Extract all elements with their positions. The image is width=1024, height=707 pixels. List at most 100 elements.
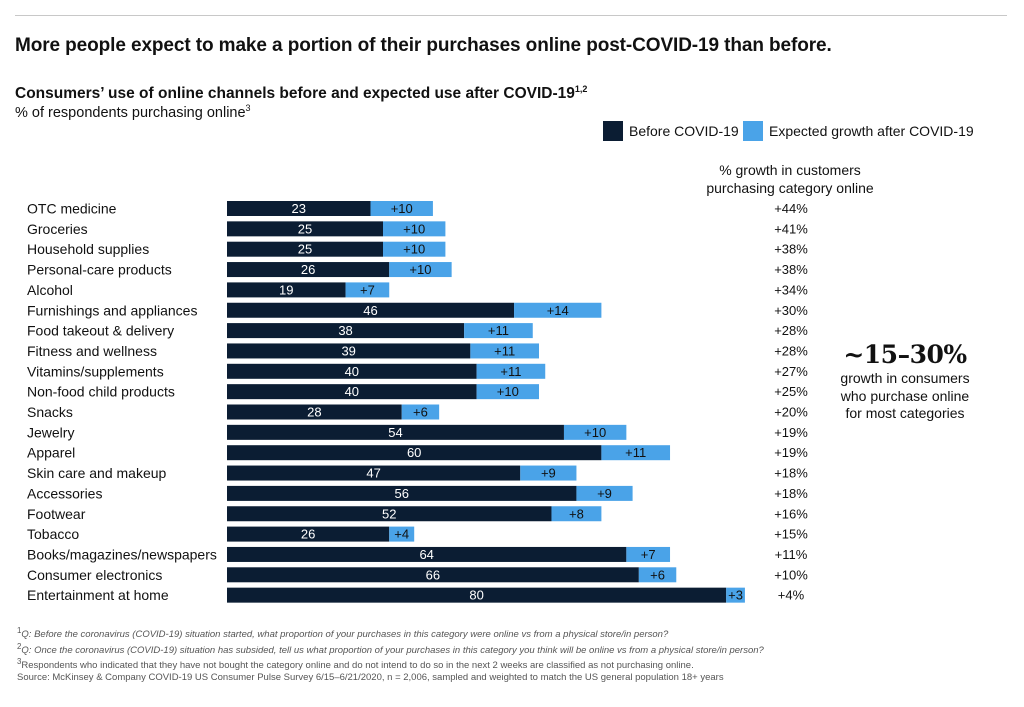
bar-before-alcohol bbox=[227, 282, 346, 298]
value-label-after-groceries: +10 bbox=[403, 221, 425, 236]
growth-label-vitamins-supplements: +27% bbox=[774, 364, 808, 379]
headline: More people expect to make a portion of … bbox=[15, 35, 832, 56]
category-label-non-food-child-products: Non-food child products bbox=[27, 384, 175, 400]
bar-before-fitness-and-wellness bbox=[227, 343, 471, 359]
footnote-1-text: Q: Before the coronavirus (COVID-19) sit… bbox=[21, 629, 669, 641]
category-label-accessories: Accessories bbox=[27, 485, 102, 501]
footnote-3: 3Respondents who indicated that they hav… bbox=[17, 656, 764, 672]
value-label-before-personal-care-products: 26 bbox=[301, 262, 315, 277]
bar-before-snacks bbox=[227, 404, 402, 420]
value-label-before-alcohol: 19 bbox=[279, 282, 293, 297]
bar-after-furnishings-and-appliances bbox=[514, 302, 602, 318]
bar-after-snacks bbox=[401, 404, 440, 420]
growth-header-line-2: purchasing category online bbox=[706, 180, 874, 196]
value-label-before-skin-care-and-makeup: 47 bbox=[366, 466, 380, 481]
category-label-vitamins-supplements: Vitamins/supplements bbox=[27, 363, 164, 379]
value-label-before-food-takeout-delivery: 38 bbox=[338, 323, 352, 338]
category-label-snacks: Snacks bbox=[27, 404, 73, 420]
value-label-before-books-magazines-newspapers: 64 bbox=[419, 547, 433, 562]
growth-label-snacks: +20% bbox=[774, 405, 808, 420]
growth-label-skin-care-and-makeup: +18% bbox=[774, 466, 808, 481]
bar-after-apparel bbox=[601, 445, 671, 461]
category-label-otc-medicine: OTC medicine bbox=[27, 201, 117, 217]
value-label-after-jewelry: +10 bbox=[584, 425, 606, 440]
bar-before-household-supplies bbox=[227, 241, 383, 257]
stacked-bar-chart: OTC medicine 23 +10 +44% Groceries 25 +10 +41% H… bbox=[27, 201, 808, 604]
value-label-before-groceries: 25 bbox=[298, 221, 312, 236]
value-label-before-footwear: 52 bbox=[382, 506, 396, 521]
growth-column-header: % growth in customers purchasing categor… bbox=[690, 161, 890, 197]
footnote-2: 2Q: Once the coronavirus (COVID-19) situ… bbox=[17, 641, 764, 657]
legend-swatch-after bbox=[743, 121, 763, 141]
value-label-before-entertainment-at-home: 80 bbox=[469, 588, 483, 603]
value-label-after-non-food-child-products: +10 bbox=[497, 384, 519, 399]
chart-title-text: Consumers’ use of online channels before… bbox=[15, 85, 575, 103]
legend-label-before: Before COVID-19 bbox=[629, 123, 739, 139]
bar-before-books-magazines-newspapers bbox=[227, 546, 627, 562]
value-label-after-personal-care-products: +10 bbox=[409, 262, 431, 277]
category-label-alcohol: Alcohol bbox=[27, 282, 73, 298]
legend-item-after: Expected growth after COVID-19 bbox=[743, 121, 974, 141]
bar-before-tobacco bbox=[227, 526, 390, 542]
callout-line-2: who purchase online bbox=[840, 387, 970, 404]
value-label-after-consumer-electronics: +6 bbox=[650, 567, 665, 582]
value-label-after-skin-care-and-makeup: +9 bbox=[541, 466, 556, 481]
chart-subtitle-text: % of respondents purchasing online bbox=[15, 104, 246, 121]
footnote-3-marker: 3 bbox=[17, 657, 22, 667]
value-label-after-vitamins-supplements: +11 bbox=[500, 364, 521, 379]
bar-after-consumer-electronics bbox=[638, 567, 677, 583]
bar-after-otc-medicine bbox=[370, 201, 433, 216]
value-label-after-apparel: +11 bbox=[625, 445, 646, 460]
bar-before-apparel bbox=[227, 445, 602, 461]
value-label-after-household-supplies: +10 bbox=[403, 242, 425, 257]
value-label-before-tobacco: 26 bbox=[301, 527, 315, 542]
growth-label-personal-care-products: +38% bbox=[774, 262, 808, 277]
growth-label-household-supplies: +38% bbox=[774, 242, 808, 257]
value-label-before-vitamins-supplements: 40 bbox=[345, 364, 359, 379]
bar-after-personal-care-products bbox=[389, 262, 452, 278]
value-label-after-otc-medicine: +10 bbox=[391, 201, 413, 216]
bar-after-tobacco bbox=[389, 526, 415, 542]
bar-after-jewelry bbox=[563, 424, 627, 440]
footnote-1-marker: 1 bbox=[17, 626, 22, 635]
callout-line-3: for most categories bbox=[845, 405, 965, 421]
category-label-books-magazines-newspapers: Books/magazines/newspapers bbox=[27, 546, 217, 562]
category-label-jewelry: Jewelry bbox=[27, 424, 74, 440]
value-label-before-otc-medicine: 23 bbox=[292, 201, 306, 216]
footnote-3-text: Respondents who indicated that they have… bbox=[21, 660, 694, 672]
bar-before-furnishings-and-appliances bbox=[227, 302, 515, 318]
growth-label-apparel: +19% bbox=[774, 445, 808, 460]
chart-title: Consumers’ use of online channels before… bbox=[15, 84, 587, 103]
chart-subtitle: % of respondents purchasing online3 bbox=[15, 103, 251, 121]
value-label-after-furnishings-and-appliances: +14 bbox=[547, 303, 569, 318]
callout-line-1: growth in consumers bbox=[840, 370, 970, 386]
footnote-source: Source: McKinsey & Company COVID-19 US C… bbox=[17, 672, 764, 683]
category-label-tobacco: Tobacco bbox=[27, 526, 79, 542]
footnote-2-text: Q: Once the coronavirus (COVID-19) situa… bbox=[21, 644, 764, 656]
value-label-before-non-food-child-products: 40 bbox=[345, 384, 359, 399]
value-label-after-entertainment-at-home: +3 bbox=[728, 588, 743, 603]
value-label-before-jewelry: 54 bbox=[388, 425, 402, 440]
bar-after-food-takeout-delivery bbox=[464, 323, 533, 339]
value-label-after-accessories: +9 bbox=[597, 486, 612, 501]
legend-item-before: Before COVID-19 bbox=[603, 121, 739, 141]
bar-after-books-magazines-newspapers bbox=[626, 546, 671, 562]
bar-before-skin-care-and-makeup bbox=[227, 465, 521, 481]
bar-after-non-food-child-products bbox=[476, 384, 539, 400]
bar-before-otc-medicine bbox=[227, 201, 371, 216]
bar-before-footwear bbox=[227, 506, 552, 522]
category-label-consumer-electronics: Consumer electronics bbox=[27, 567, 162, 583]
source-text: Source: McKinsey & Company COVID-19 US C… bbox=[17, 671, 724, 683]
bar-after-accessories bbox=[576, 485, 633, 501]
growth-label-footwear: +16% bbox=[774, 506, 808, 521]
value-label-before-snacks: 28 bbox=[307, 405, 321, 420]
legend-swatch-before bbox=[603, 121, 623, 141]
value-label-before-furnishings-and-appliances: 46 bbox=[363, 303, 377, 318]
growth-label-consumer-electronics: +10% bbox=[774, 567, 808, 582]
bar-after-alcohol bbox=[345, 282, 390, 298]
bar-before-entertainment-at-home bbox=[227, 587, 727, 603]
footnote-2-marker: 2 bbox=[17, 641, 22, 651]
bar-after-groceries bbox=[383, 221, 446, 237]
category-label-skin-care-and-makeup: Skin care and makeup bbox=[27, 465, 167, 481]
bar-before-consumer-electronics bbox=[227, 567, 639, 583]
